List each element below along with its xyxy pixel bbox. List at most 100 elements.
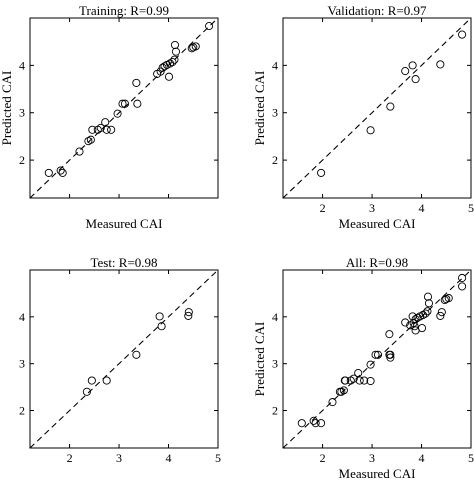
training-data-point bbox=[102, 125, 111, 134]
all-data-point bbox=[423, 307, 432, 316]
all-x-tick-label: 4 bbox=[419, 451, 425, 465]
training-axes-frame bbox=[29, 17, 219, 199]
all-data-point bbox=[341, 376, 350, 385]
validation-x-tick-label: 5 bbox=[468, 201, 474, 215]
validation-y-axis-label: Predicted CAI bbox=[252, 71, 267, 146]
all-data-point bbox=[401, 318, 410, 327]
test-data-point bbox=[87, 376, 96, 385]
validation-data-point bbox=[401, 67, 410, 76]
all-data-point bbox=[421, 309, 430, 318]
panel-all: 2 3 4 5 2 3 4 All: R=0.98 Measured CAI Predicted … bbox=[252, 255, 474, 481]
all-x-tick-label: 5 bbox=[468, 451, 474, 465]
validation-data-point bbox=[317, 168, 326, 177]
training-data-point bbox=[170, 40, 180, 50]
all-x-tick-label: 3 bbox=[369, 451, 375, 465]
test-axes-frame bbox=[29, 269, 219, 449]
all-data-point bbox=[458, 273, 467, 283]
training-y-tick-label: 3 bbox=[19, 106, 25, 120]
training-data-point bbox=[86, 135, 95, 144]
validation-data-point bbox=[366, 126, 375, 135]
test-data-point bbox=[82, 387, 91, 396]
all-data-point bbox=[386, 353, 395, 362]
all-data-point bbox=[371, 350, 380, 359]
all-data-point bbox=[339, 386, 348, 395]
training-data-point bbox=[170, 55, 179, 64]
training-data-point bbox=[156, 67, 165, 76]
training-y-axis-label: Predicted CAI bbox=[0, 71, 14, 146]
training-data-point bbox=[118, 99, 127, 108]
training-data-point bbox=[113, 109, 122, 118]
validation-x-tick-label: 4 bbox=[419, 201, 425, 215]
training-data-point bbox=[187, 44, 196, 53]
training-data-point bbox=[44, 168, 53, 177]
training-reference-line bbox=[29, 17, 219, 199]
panel-training: 2 3 4 Training: R=0.99 Measured CAI Predicted… bbox=[0, 3, 219, 231]
validation-y-tick-label: 3 bbox=[272, 106, 278, 120]
validation-data-point bbox=[411, 75, 420, 84]
validation-x-axis-label: Measured CAI bbox=[339, 216, 416, 231]
test-x-tick-label: 4 bbox=[166, 451, 172, 465]
training-data-point bbox=[58, 168, 67, 177]
test-y-tick-label: 4 bbox=[19, 310, 25, 324]
training-data-point bbox=[56, 166, 65, 175]
all-data-point bbox=[437, 308, 446, 317]
all-data-point bbox=[386, 350, 395, 359]
all-y-tick-label: 4 bbox=[272, 310, 278, 324]
test-data-point bbox=[157, 322, 166, 331]
all-data-point bbox=[366, 360, 375, 369]
all-data-point bbox=[409, 318, 418, 327]
all-axes-frame bbox=[282, 269, 472, 449]
test-data-point bbox=[184, 308, 193, 317]
training-data-point bbox=[120, 99, 130, 108]
validation-data-point bbox=[408, 61, 417, 70]
test-data-point bbox=[102, 376, 111, 385]
all-data-point bbox=[317, 419, 326, 428]
all-data-point bbox=[458, 282, 467, 291]
training-data-point bbox=[191, 42, 200, 51]
all-data-point bbox=[424, 299, 433, 308]
test-data-point bbox=[184, 311, 193, 320]
training-y-tick-label: 4 bbox=[19, 58, 25, 72]
test-data-point bbox=[132, 350, 141, 359]
all-data-point bbox=[311, 419, 320, 428]
test-x-tick-label: 5 bbox=[215, 451, 221, 465]
all-data-point bbox=[337, 387, 346, 396]
training-data-point bbox=[164, 72, 174, 81]
validation-x-tick-label: 3 bbox=[369, 201, 375, 215]
all-data-point bbox=[408, 312, 417, 321]
all-data-point bbox=[436, 311, 445, 320]
training-data-point bbox=[133, 99, 142, 108]
training-x-axis-label: Measured CAI bbox=[86, 216, 163, 231]
all-data-point bbox=[373, 350, 383, 359]
all-chart-title: All: R=0.98 bbox=[346, 255, 408, 270]
all-data-point bbox=[328, 398, 337, 407]
validation-y-tick-label: 2 bbox=[272, 153, 278, 167]
training-data-point bbox=[84, 137, 93, 146]
validation-x-tick-label: 2 bbox=[320, 201, 326, 215]
training-chart-title: Training: R=0.99 bbox=[79, 3, 169, 18]
all-data-point bbox=[355, 376, 364, 385]
training-data-point bbox=[88, 125, 97, 134]
panel-test: 2 3 4 5 2 3 4 Test: R=0.98 bbox=[19, 255, 221, 465]
test-y-tick-label: 2 bbox=[19, 404, 25, 418]
all-y-axis-label: Predicted CAI bbox=[252, 322, 267, 397]
test-y-tick-label: 3 bbox=[19, 357, 25, 371]
validation-reference-line bbox=[282, 17, 472, 199]
all-x-tick-label: 2 bbox=[320, 451, 326, 465]
all-data-point bbox=[366, 376, 375, 386]
all-y-tick-label: 3 bbox=[272, 357, 278, 371]
validation-axes-frame bbox=[282, 17, 472, 199]
all-reference-line bbox=[282, 269, 472, 449]
all-y-tick-label: 2 bbox=[272, 404, 278, 418]
all-data-point bbox=[417, 324, 427, 333]
all-data-point bbox=[309, 416, 318, 425]
training-y-tick-label: 2 bbox=[19, 153, 25, 167]
all-data-point bbox=[423, 292, 433, 301]
training-data-point bbox=[205, 22, 214, 31]
training-data-point bbox=[168, 58, 177, 67]
all-data-point bbox=[411, 315, 420, 324]
test-x-tick-label: 3 bbox=[116, 451, 122, 465]
all-data-point bbox=[349, 374, 358, 383]
training-data-point bbox=[171, 47, 180, 56]
training-data-point bbox=[101, 118, 110, 127]
